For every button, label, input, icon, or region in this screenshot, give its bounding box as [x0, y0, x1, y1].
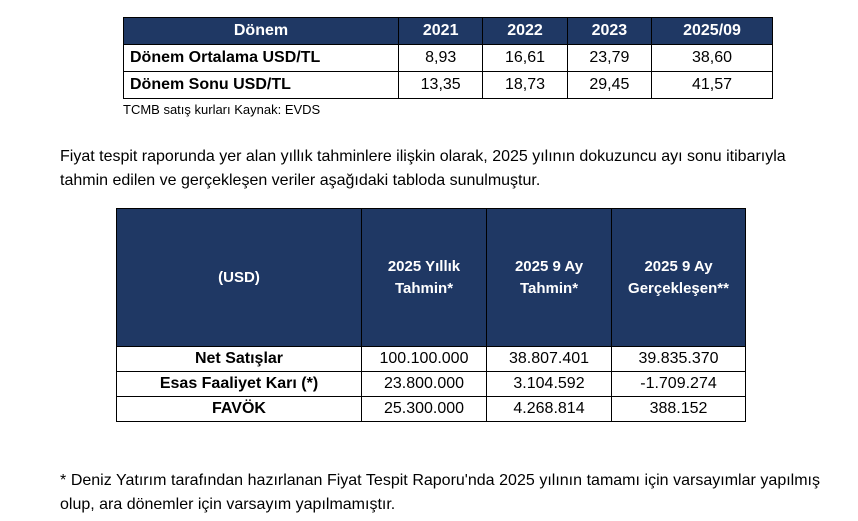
table-cell: 388.152 — [611, 396, 746, 422]
column-header: 2022 — [482, 17, 568, 45]
column-header: Dönem — [123, 17, 399, 45]
column-header: 2025 9 Ay Gerçekleşen** — [611, 208, 746, 347]
intro-paragraph: Fiyat tespit raporunda yer alan yıllık t… — [60, 148, 786, 189]
table-row: Esas Faaliyet Karı (*) 23.800.000 3.104.… — [116, 371, 746, 397]
table-row: Net Satışlar 100.100.000 38.807.401 39.8… — [116, 346, 746, 372]
table-row: Dönem Ortalama USD/TL 8,93 16,61 23,79 3… — [123, 44, 773, 72]
table-cell: 4.268.814 — [486, 396, 612, 422]
table-cell: 39.835.370 — [611, 346, 746, 372]
table-cell: 38.807.401 — [486, 346, 612, 372]
table-header-row: Dönem 2021 2022 2023 2025/09 — [123, 17, 773, 45]
column-header: 2025/09 — [651, 17, 773, 45]
table-cell: 23,79 — [566, 44, 653, 72]
row-label: Esas Faaliyet Karı (*) — [116, 371, 362, 397]
forecast-table: (USD) 2025 Yıllık Tahmin* 2025 9 Ay Tahm… — [116, 208, 746, 422]
table-header-row: (USD) 2025 Yıllık Tahmin* 2025 9 Ay Tahm… — [116, 208, 746, 347]
row-label: Net Satışlar — [116, 346, 362, 372]
row-label: Dönem Ortalama USD/TL — [123, 44, 399, 72]
row-label: Dönem Sonu USD/TL — [123, 71, 399, 99]
table-cell: 25.300.000 — [361, 396, 487, 422]
table-cell: 13,35 — [397, 71, 484, 99]
table-row: FAVÖK 25.300.000 4.268.814 388.152 — [116, 396, 746, 422]
exchange-rates-table: Dönem 2021 2022 2023 2025/09 Dönem Ortal… — [123, 17, 773, 99]
table-cell: 100.100.000 — [361, 346, 487, 372]
table-cell: 41,57 — [651, 71, 773, 99]
table-source-note: TCMB satış kurları Kaynak: EVDS — [123, 102, 321, 117]
column-header: 2025 9 Ay Tahmin* — [486, 208, 612, 347]
table-cell: 16,61 — [482, 44, 568, 72]
column-header: 2025 Yıllık Tahmin* — [361, 208, 487, 347]
table-row: Dönem Sonu USD/TL 13,35 18,73 29,45 41,5… — [123, 71, 773, 99]
table-cell: 23.800.000 — [361, 371, 487, 397]
table-cell: -1.709.274 — [611, 371, 746, 397]
table-cell: 8,93 — [397, 44, 484, 72]
column-header: (USD) — [116, 208, 362, 347]
table-cell: 29,45 — [566, 71, 653, 99]
table-cell: 3.104.592 — [486, 371, 612, 397]
table-cell: 38,60 — [651, 44, 773, 72]
footnote-paragraph: * Deniz Yatırım tarafından hazırlanan Fi… — [60, 472, 820, 513]
column-header: 2023 — [566, 17, 653, 45]
column-header: 2021 — [397, 17, 484, 45]
row-label: FAVÖK — [116, 396, 362, 422]
table-cell: 18,73 — [482, 71, 568, 99]
